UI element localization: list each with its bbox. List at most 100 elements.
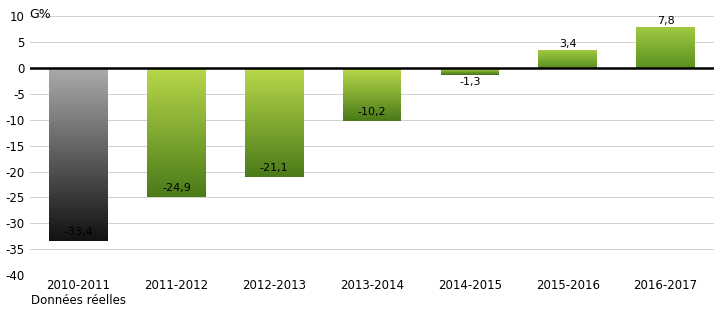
Bar [49, 76, 108, 77]
Bar [49, 110, 108, 111]
Bar [147, 115, 206, 116]
Bar [147, 144, 206, 145]
Bar [147, 88, 206, 89]
Bar [147, 134, 206, 135]
Bar [147, 136, 206, 137]
Text: -10,2: -10,2 [358, 106, 387, 116]
Text: 7,8: 7,8 [657, 16, 675, 26]
Bar [49, 98, 108, 99]
Bar [245, 114, 304, 115]
Bar [49, 161, 108, 162]
Bar [147, 128, 206, 129]
Bar [49, 179, 108, 180]
Bar [49, 99, 108, 100]
Bar [147, 168, 206, 169]
Bar [49, 152, 108, 153]
Bar [245, 111, 304, 112]
Bar [49, 107, 108, 108]
Bar [49, 105, 108, 106]
Bar [245, 170, 304, 171]
Bar [49, 81, 108, 82]
Bar [147, 145, 206, 146]
Bar [49, 206, 108, 207]
Bar [49, 230, 108, 231]
Bar [49, 79, 108, 80]
Bar [245, 82, 304, 83]
Bar [147, 183, 206, 184]
Bar [147, 120, 206, 121]
Bar [49, 191, 108, 192]
Bar [49, 121, 108, 122]
Bar [49, 199, 108, 200]
Bar [147, 102, 206, 103]
Bar [147, 127, 206, 128]
Bar [245, 119, 304, 120]
Bar [49, 192, 108, 193]
Bar [49, 70, 108, 71]
Bar [49, 150, 108, 151]
Bar [49, 129, 108, 130]
Bar [245, 94, 304, 95]
Bar [147, 70, 206, 71]
Bar [49, 218, 108, 219]
Bar [245, 113, 304, 114]
Bar [245, 159, 304, 160]
Bar [49, 215, 108, 216]
Bar [147, 81, 206, 82]
Bar [49, 89, 108, 90]
Bar [147, 188, 206, 189]
Bar [245, 103, 304, 104]
Bar [245, 126, 304, 127]
Bar [49, 172, 108, 173]
Bar [147, 131, 206, 132]
Bar [147, 90, 206, 91]
Bar [147, 123, 206, 124]
Bar [147, 111, 206, 112]
Bar [147, 186, 206, 187]
Bar [147, 149, 206, 150]
Bar [49, 184, 108, 185]
Bar [147, 161, 206, 162]
Bar [49, 205, 108, 206]
Bar [147, 193, 206, 194]
Bar [147, 156, 206, 157]
Bar [147, 80, 206, 81]
Bar [147, 84, 206, 85]
Bar [147, 121, 206, 122]
Bar [147, 69, 206, 70]
Bar [49, 153, 108, 154]
Bar [49, 78, 108, 79]
Bar [49, 72, 108, 73]
Bar [245, 112, 304, 113]
Bar [49, 207, 108, 208]
Bar [147, 162, 206, 163]
Bar [49, 160, 108, 161]
Bar [49, 201, 108, 202]
Bar [49, 216, 108, 217]
Bar [245, 121, 304, 122]
Bar [49, 232, 108, 233]
Bar [245, 138, 304, 139]
Bar [245, 125, 304, 126]
Bar [49, 155, 108, 156]
Bar [245, 76, 304, 77]
Bar [147, 122, 206, 123]
Bar [147, 75, 206, 76]
Bar [49, 188, 108, 189]
Bar [147, 103, 206, 104]
Bar [49, 194, 108, 195]
Bar [49, 101, 108, 102]
Bar [49, 223, 108, 224]
Bar [147, 179, 206, 180]
Bar [147, 106, 206, 107]
Bar [245, 92, 304, 93]
Bar [147, 79, 206, 80]
Bar [49, 124, 108, 125]
Bar [245, 75, 304, 76]
Bar [49, 227, 108, 228]
Bar [147, 192, 206, 193]
Bar [147, 165, 206, 166]
Bar [245, 89, 304, 90]
Bar [245, 152, 304, 153]
Bar [49, 131, 108, 132]
